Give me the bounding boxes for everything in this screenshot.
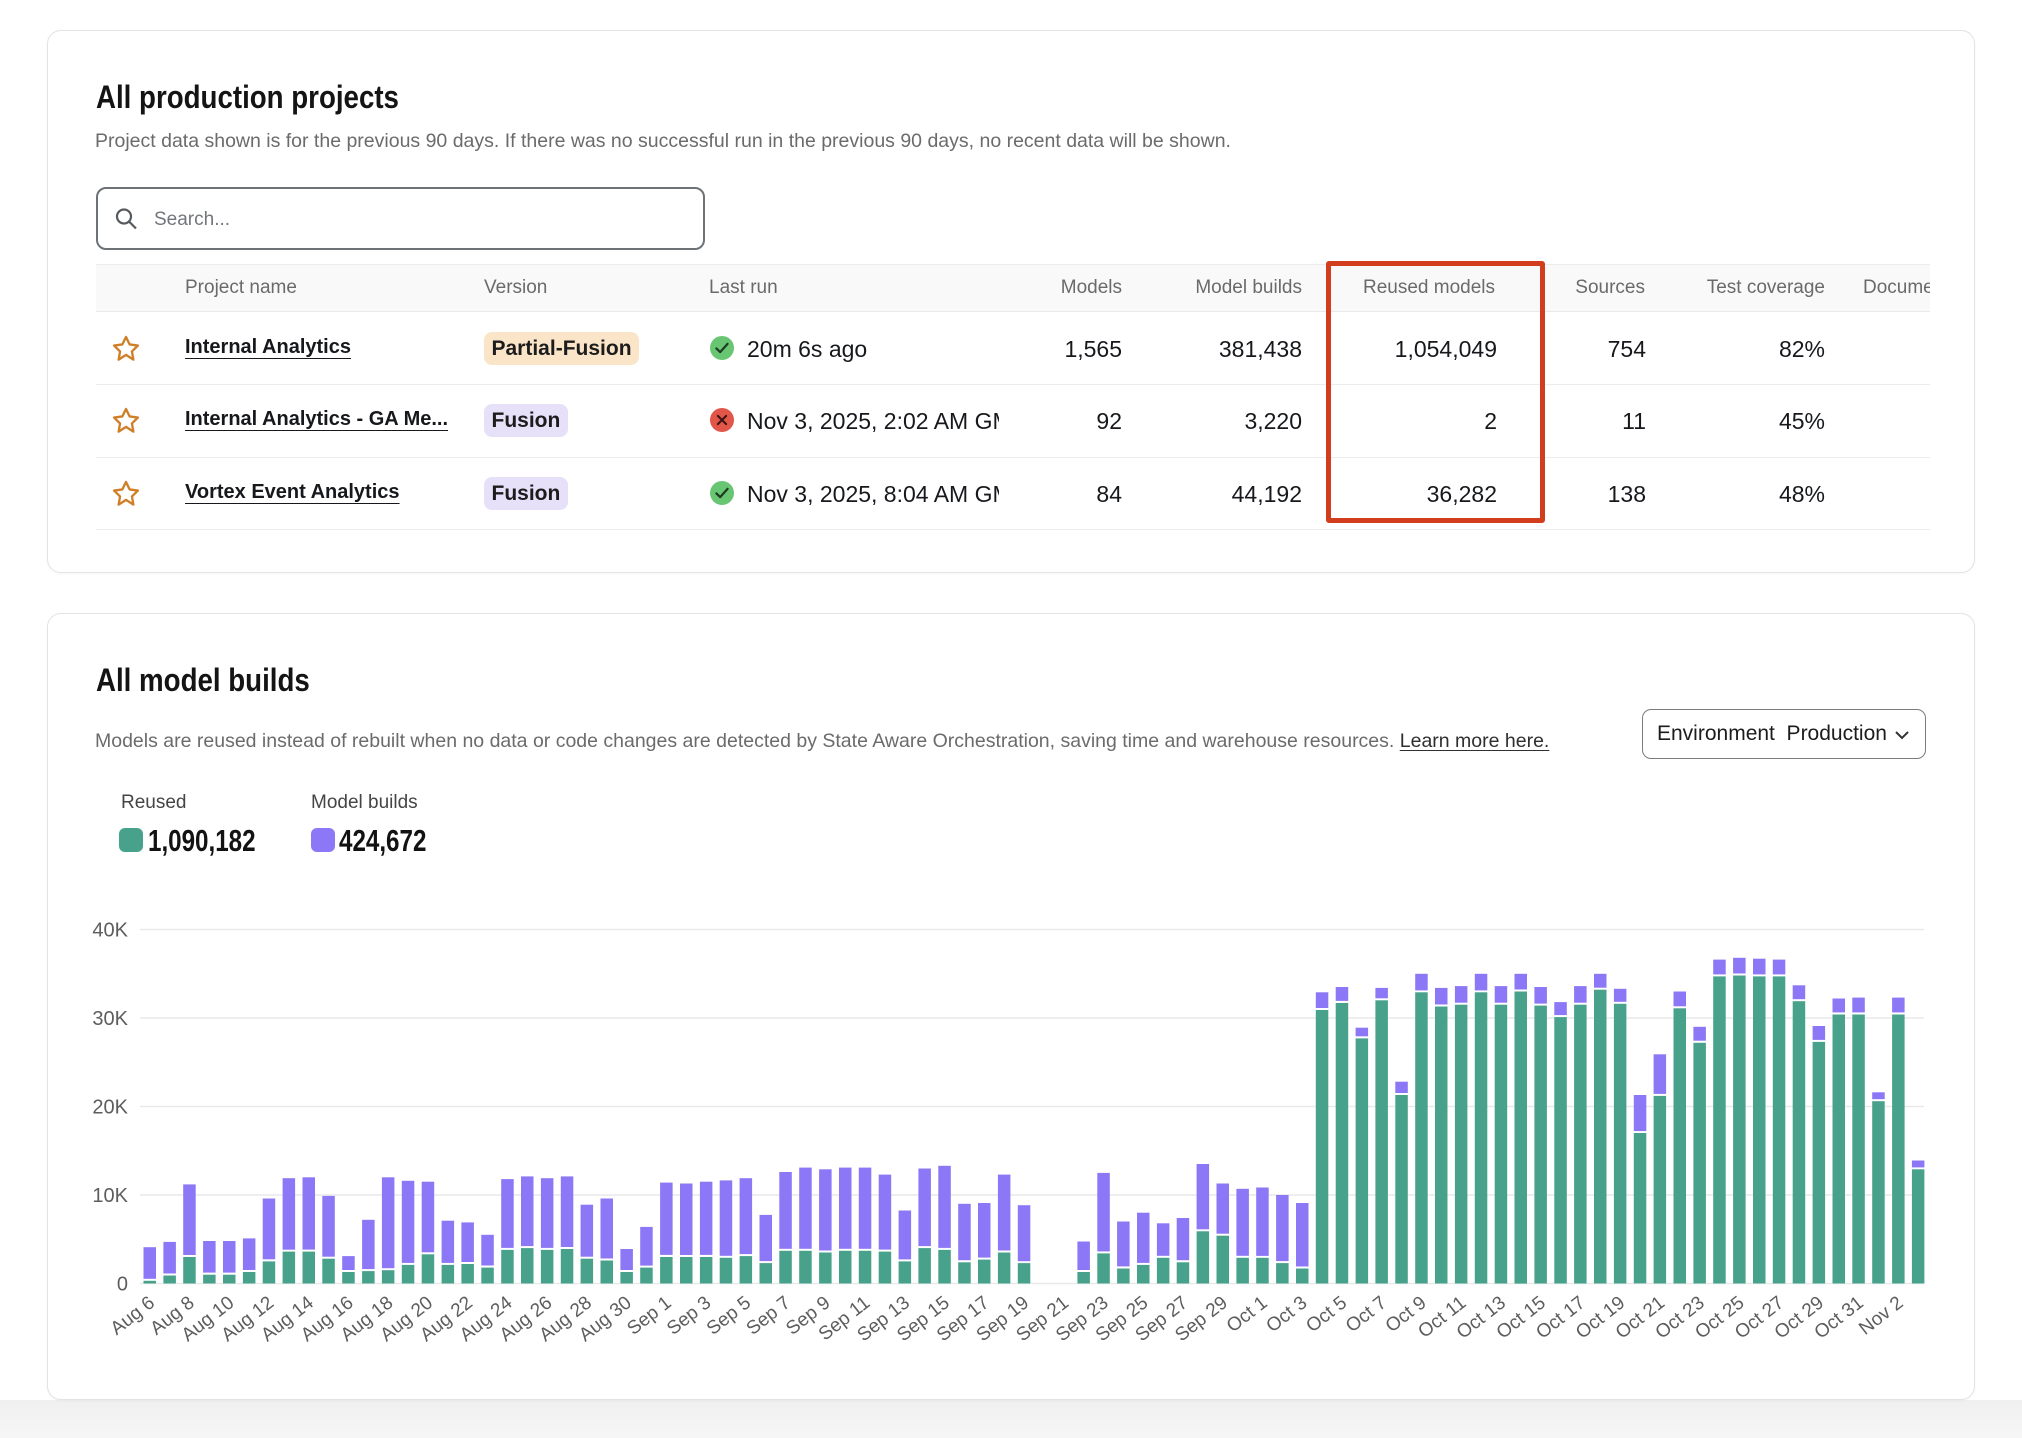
svg-text:20K: 20K [92,1097,128,1119]
svg-text:Oct 5: Oct 5 [1302,1292,1351,1337]
svg-text:30K: 30K [92,1008,128,1030]
svg-text:Oct 1: Oct 1 [1223,1292,1272,1337]
svg-text:Sep 1: Sep 1 [623,1292,675,1339]
svg-text:Aug 6: Aug 6 [107,1292,159,1339]
svg-text:Sep 5: Sep 5 [703,1292,755,1339]
svg-text:0: 0 [117,1274,128,1296]
svg-text:Oct 3: Oct 3 [1263,1292,1312,1337]
svg-text:Oct 7: Oct 7 [1342,1292,1391,1337]
svg-text:Nov 2: Nov 2 [1855,1292,1907,1339]
svg-text:40K: 40K [92,920,128,942]
svg-text:Sep 3: Sep 3 [663,1292,715,1339]
svg-text:Sep 7: Sep 7 [743,1292,795,1339]
svg-text:10K: 10K [92,1185,128,1207]
